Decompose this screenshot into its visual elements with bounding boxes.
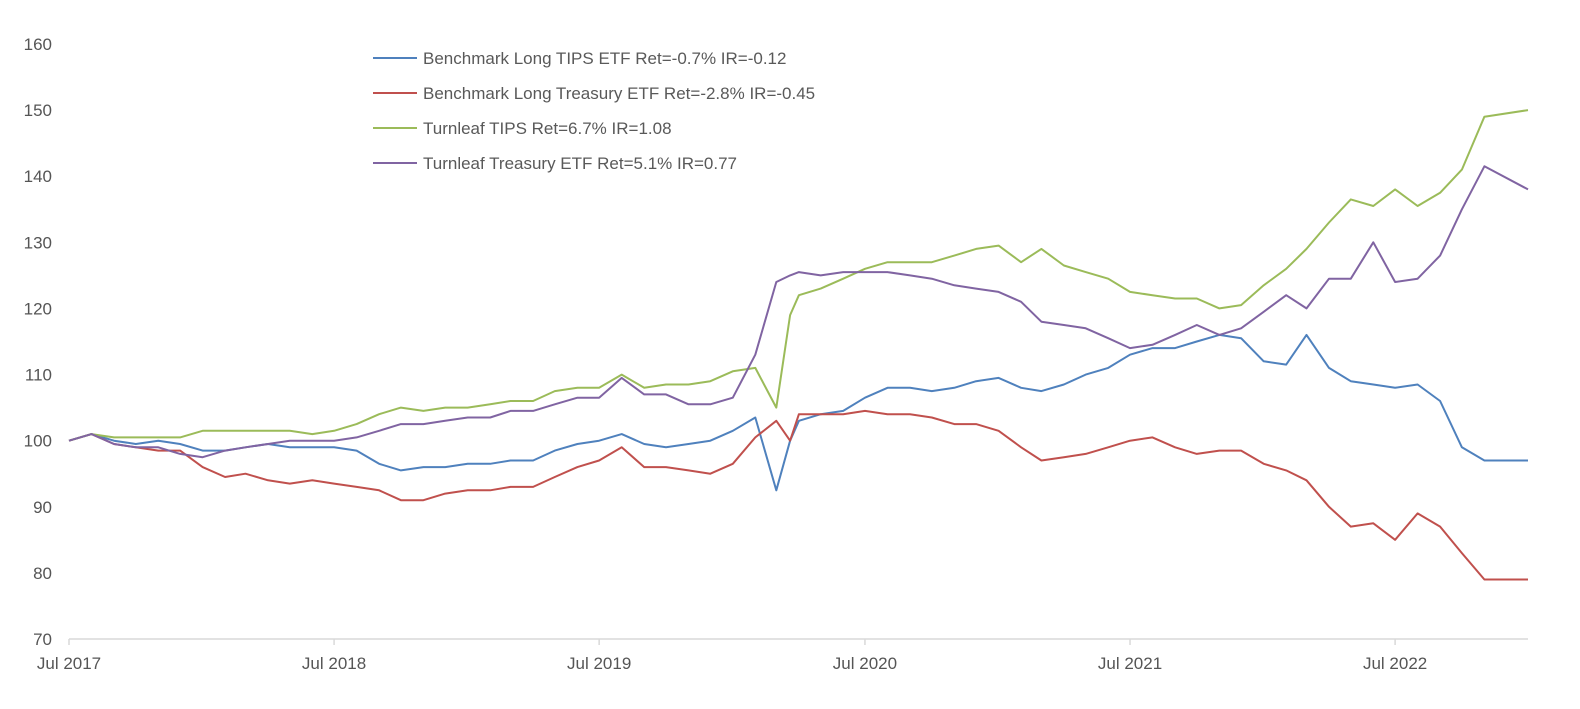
y-tick-label: 140 xyxy=(24,167,52,186)
legend-label: Turnleaf TIPS Ret=6.7% IR=1.08 xyxy=(423,119,672,138)
legend-label: Benchmark Long TIPS ETF Ret=-0.7% IR=-0.… xyxy=(423,49,786,68)
x-tick-label: Jul 2022 xyxy=(1363,654,1427,673)
series-line xyxy=(68,165,1529,459)
x-axis: Jul 2017 Jul 2018 Jul 2019 Jul 2020 Jul 2021… xyxy=(37,638,1528,673)
y-tick-label: 160 xyxy=(24,35,52,54)
x-tick-label: Jul 2017 xyxy=(37,654,101,673)
legend: Benchmark Long TIPS ETF Ret=-0.7% IR=-0.… xyxy=(373,49,815,173)
legend-label: Turnleaf Treasury ETF Ret=5.1% IR=0.77 xyxy=(423,154,737,173)
y-tick-label: 110 xyxy=(25,366,52,385)
y-tick-label: 120 xyxy=(24,299,52,318)
x-tick-label: Jul 2020 xyxy=(833,654,897,673)
series-line xyxy=(68,109,1529,442)
series-lines xyxy=(68,109,1529,581)
y-tick-label: 150 xyxy=(24,101,52,120)
legend-label: Benchmark Long Treasury ETF Ret=-2.8% IR… xyxy=(423,84,815,103)
y-tick-label: 130 xyxy=(24,233,52,252)
y-tick-label: 70 xyxy=(33,630,52,649)
y-tick-label: 90 xyxy=(33,498,52,517)
x-tick-label: Jul 2018 xyxy=(302,654,366,673)
y-tick-label: 100 xyxy=(24,432,52,451)
x-tick-label: Jul 2019 xyxy=(567,654,631,673)
series-line xyxy=(68,333,1528,492)
y-axis: 70 80 90 100 110 120 130 140 150 160 xyxy=(24,35,52,649)
series-line xyxy=(68,409,1528,581)
y-tick-label: 80 xyxy=(33,564,52,583)
x-tick-label: Jul 2021 xyxy=(1098,654,1162,673)
